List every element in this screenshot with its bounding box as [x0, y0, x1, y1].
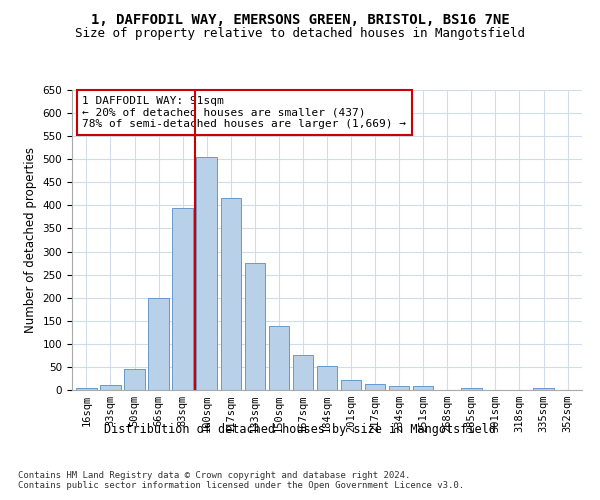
Bar	[148, 298, 169, 390]
Bar	[293, 356, 313, 390]
Bar	[269, 326, 289, 390]
Bar	[365, 384, 385, 390]
Text: Size of property relative to detached houses in Mangotsfield: Size of property relative to detached ho…	[75, 28, 525, 40]
Text: 1 DAFFODIL WAY: 91sqm
← 20% of detached houses are smaller (437)
78% of semi-det: 1 DAFFODIL WAY: 91sqm ← 20% of detached …	[82, 96, 406, 129]
Bar	[413, 386, 433, 390]
Bar	[461, 388, 482, 390]
Y-axis label: Number of detached properties: Number of detached properties	[24, 147, 37, 333]
Bar	[245, 263, 265, 390]
Bar	[533, 388, 554, 390]
Text: Distribution of detached houses by size in Mangotsfield: Distribution of detached houses by size …	[104, 422, 496, 436]
Bar	[100, 386, 121, 390]
Bar	[172, 208, 193, 390]
Bar	[389, 386, 409, 390]
Text: 1, DAFFODIL WAY, EMERSONS GREEN, BRISTOL, BS16 7NE: 1, DAFFODIL WAY, EMERSONS GREEN, BRISTOL…	[91, 12, 509, 26]
Bar	[341, 380, 361, 390]
Bar	[221, 198, 241, 390]
Bar	[196, 157, 217, 390]
Text: Contains HM Land Registry data © Crown copyright and database right 2024.
Contai: Contains HM Land Registry data © Crown c…	[18, 470, 464, 490]
Bar	[317, 366, 337, 390]
Bar	[76, 388, 97, 390]
Bar	[124, 369, 145, 390]
